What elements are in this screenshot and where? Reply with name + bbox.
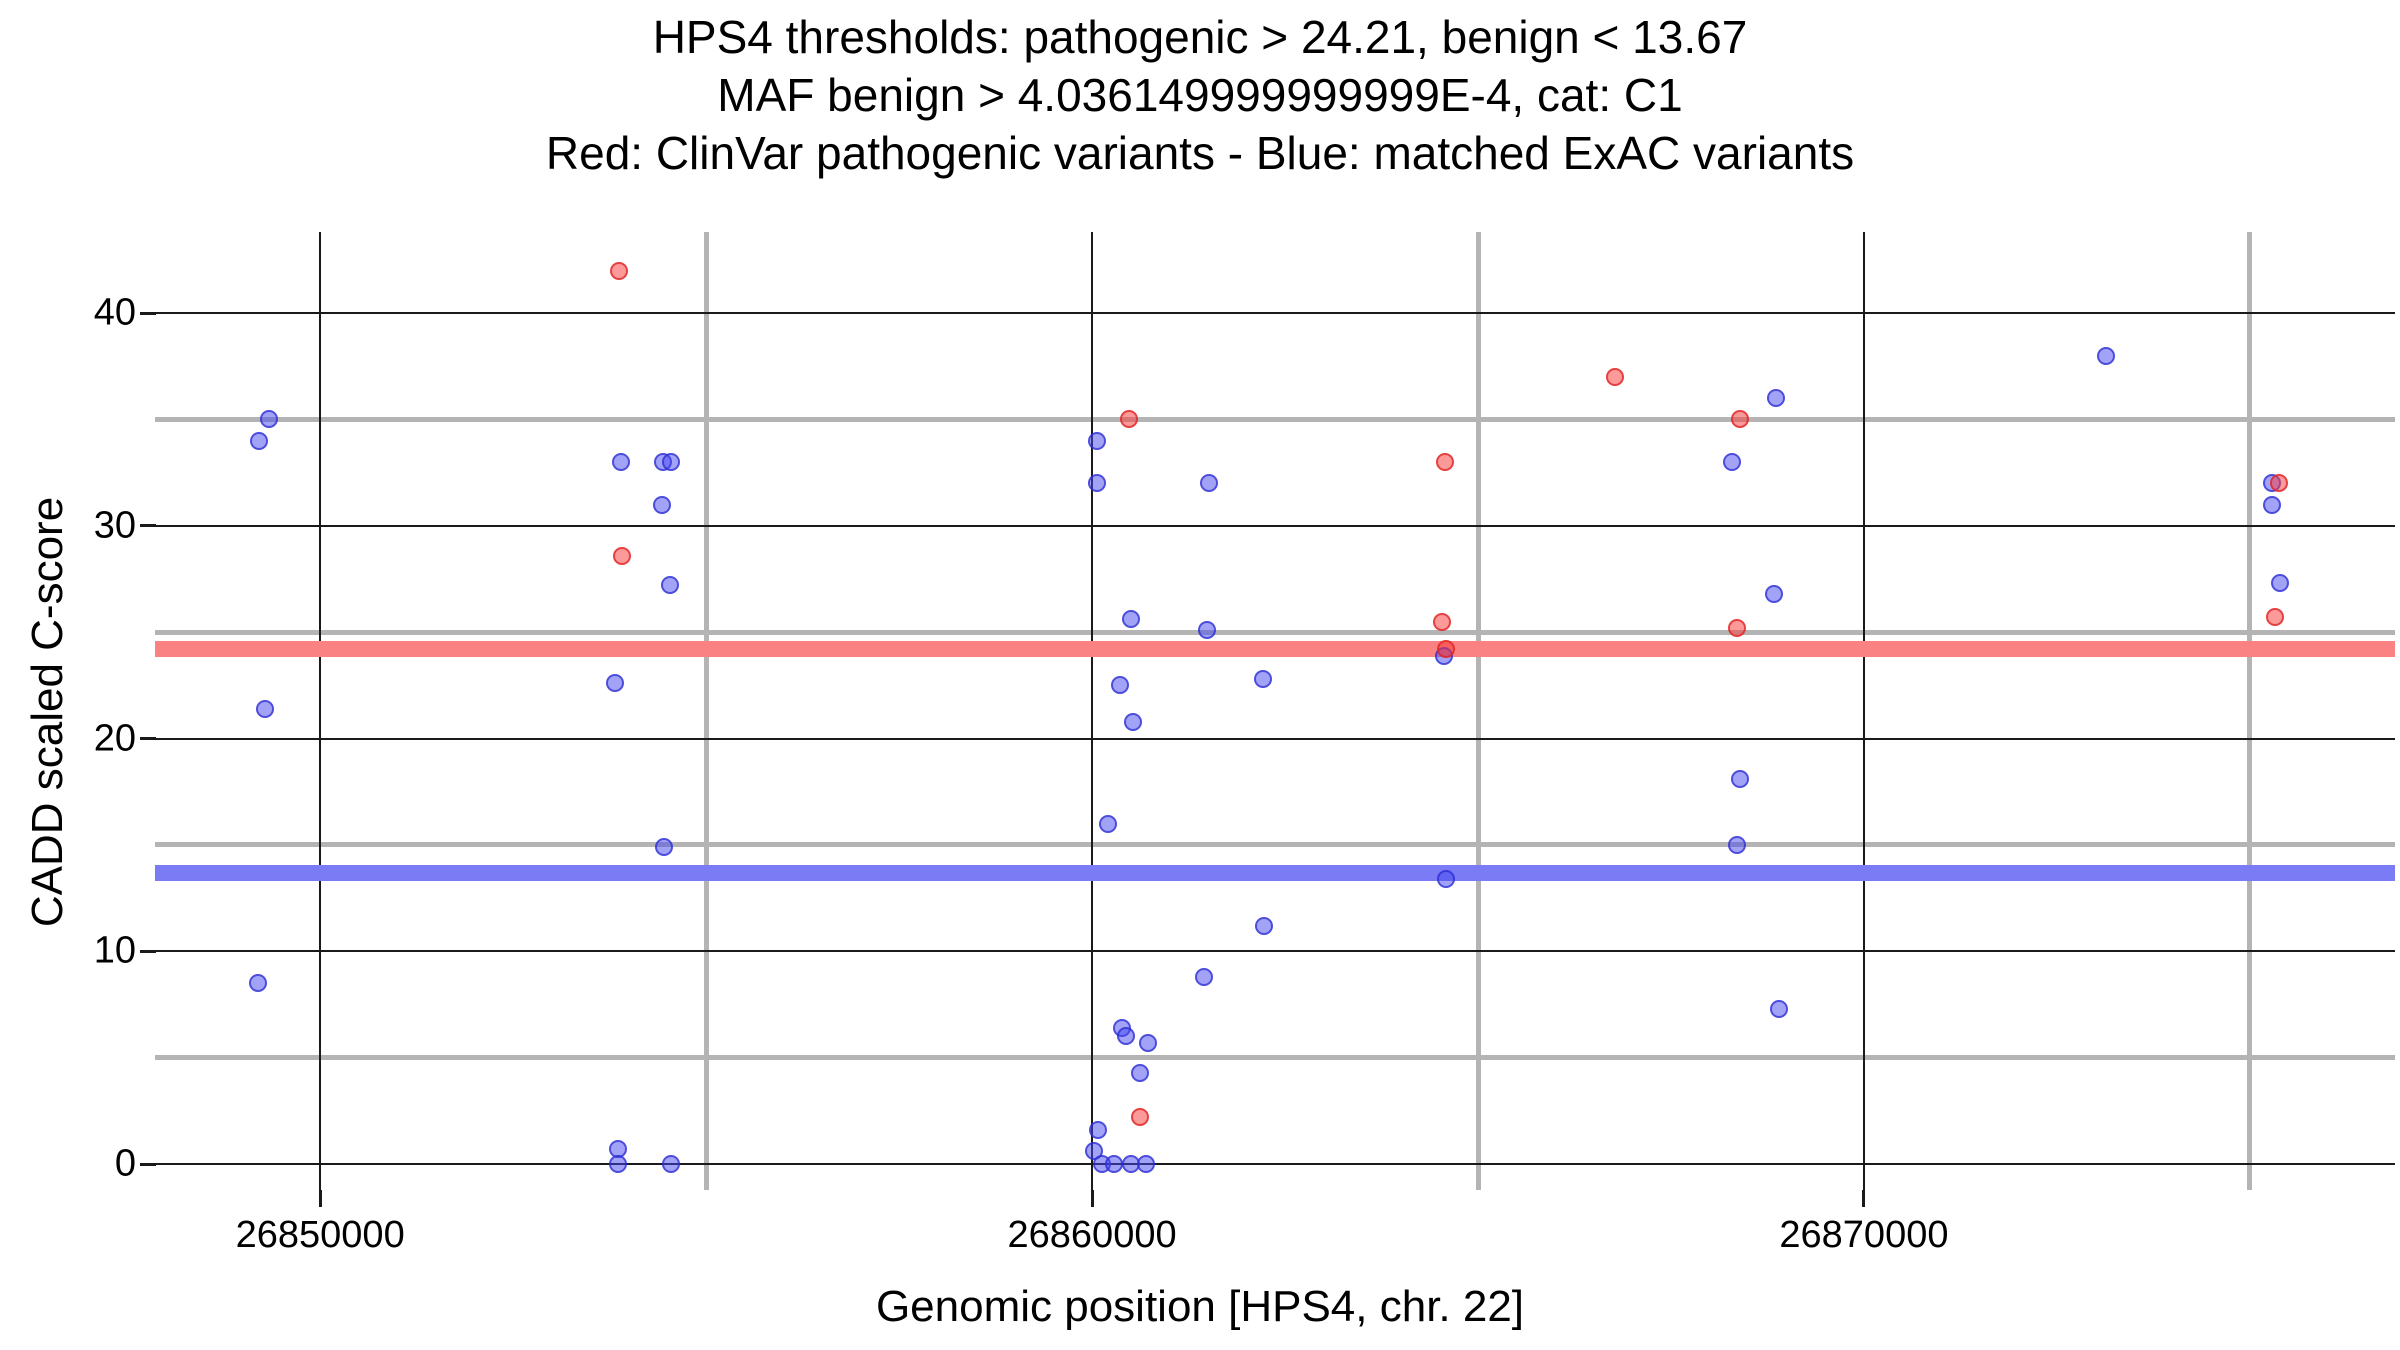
data-point-red: [609, 261, 628, 280]
data-point-red: [1435, 452, 1454, 471]
x-axis-tick: [318, 1190, 322, 1207]
data-point-blue: [1722, 452, 1741, 471]
x-axis-tick: [1862, 1190, 1866, 1207]
gridline-y-minor: [155, 1055, 2395, 1061]
data-point-blue: [653, 495, 672, 514]
gridline-y-minor: [155, 629, 2395, 635]
data-point-blue: [1198, 621, 1217, 640]
gridline-x-minor: [703, 232, 709, 1190]
y-axis-tick: [140, 1162, 156, 1166]
gridline-y-major: [155, 312, 2395, 315]
data-point-blue: [1137, 1155, 1156, 1174]
plot-title-line-3: Red: ClinVar pathogenic variants - Blue:…: [545, 127, 1855, 179]
data-point-blue: [1098, 814, 1117, 833]
gridline-y-major: [155, 1163, 2395, 1166]
data-point-blue: [612, 452, 631, 471]
gridline-y-minor: [155, 416, 2395, 422]
data-point-blue: [1255, 916, 1274, 935]
data-point-blue: [1254, 669, 1273, 688]
data-point-blue: [1770, 999, 1789, 1018]
y-axis-title: CADD scaled C-score: [23, 496, 72, 928]
data-point-blue: [2263, 495, 2282, 514]
data-point-red: [2265, 608, 2284, 627]
data-point-blue: [655, 838, 674, 857]
x-axis-tick-label: 26860000: [1007, 1214, 1177, 1256]
x-axis-title: Genomic position [HPS4, chr. 22]: [875, 1282, 1525, 1331]
data-point-blue: [1731, 769, 1750, 788]
y-axis-tick-label: 10: [93, 929, 136, 972]
data-point-blue: [660, 576, 679, 595]
x-axis-tick-label: 26870000: [1779, 1214, 1949, 1256]
gridline-x-minor: [1475, 232, 1481, 1190]
data-point-blue: [1139, 1033, 1158, 1052]
data-point-blue: [250, 431, 269, 450]
y-axis-tick-label: 40: [93, 291, 136, 334]
data-point-blue: [248, 974, 267, 993]
data-point-blue: [1199, 474, 1218, 493]
data-point-blue: [609, 1155, 628, 1174]
plot-title-line-2: MAF benign > 4.036149999999999E-4, cat: …: [717, 69, 1683, 121]
data-point-blue: [1123, 712, 1142, 731]
data-point-red: [1606, 367, 1625, 386]
gridline-y-major: [155, 737, 2395, 740]
y-axis-tick-label: 30: [93, 504, 136, 547]
gridline-x-major: [1862, 232, 1865, 1190]
data-point-blue: [1117, 1027, 1136, 1046]
y-axis-tick: [140, 737, 156, 741]
data-point-blue: [1105, 1155, 1124, 1174]
pathogenic-threshold-band: [155, 640, 2395, 657]
data-point-red: [1120, 410, 1139, 429]
data-point-blue: [1088, 474, 1107, 493]
data-point-red: [1130, 1108, 1149, 1127]
gridline-y-major: [155, 950, 2395, 953]
data-point-blue: [1089, 1121, 1108, 1139]
gridline-x-major: [1091, 232, 1094, 1190]
y-axis-tick: [140, 311, 156, 315]
gridline-y-minor: [155, 842, 2395, 848]
data-point-red: [612, 546, 631, 565]
data-point-blue: [255, 699, 274, 718]
y-axis-tick: [140, 524, 156, 528]
data-point-blue: [606, 674, 625, 693]
data-point-blue: [2270, 574, 2289, 593]
data-point-blue: [1728, 835, 1747, 854]
data-point-blue: [1194, 967, 1213, 986]
data-point-blue: [2097, 346, 2116, 365]
data-point-red: [1433, 612, 1452, 631]
data-point-blue: [1110, 676, 1129, 695]
data-point-blue: [1436, 869, 1455, 888]
x-axis-tick: [1090, 1190, 1094, 1207]
data-point-blue: [662, 1155, 681, 1174]
data-point-blue: [1765, 584, 1784, 603]
data-point-blue: [1088, 431, 1107, 450]
gridline-x-major: [319, 232, 322, 1190]
gridline-x-minor: [2247, 232, 2253, 1190]
data-point-red: [1731, 410, 1750, 429]
data-point-blue: [662, 452, 681, 471]
data-point-red: [2270, 474, 2289, 493]
y-axis-tick-label: 20: [93, 717, 136, 760]
y-axis-tick: [140, 949, 156, 953]
data-point-red: [1436, 640, 1455, 659]
data-point-red: [1727, 618, 1746, 637]
data-point-blue: [1766, 389, 1785, 408]
data-point-blue: [260, 410, 279, 429]
y-axis-tick-label: 0: [114, 1142, 136, 1185]
plot-title-line-1: HPS4 thresholds: pathogenic > 24.21, ben…: [652, 11, 1748, 63]
benign-threshold-band: [155, 865, 2395, 882]
gridline-y-major: [155, 524, 2395, 527]
data-point-blue: [1130, 1063, 1149, 1082]
x-axis-tick-label: 26850000: [235, 1214, 405, 1256]
data-point-blue: [1122, 610, 1141, 629]
